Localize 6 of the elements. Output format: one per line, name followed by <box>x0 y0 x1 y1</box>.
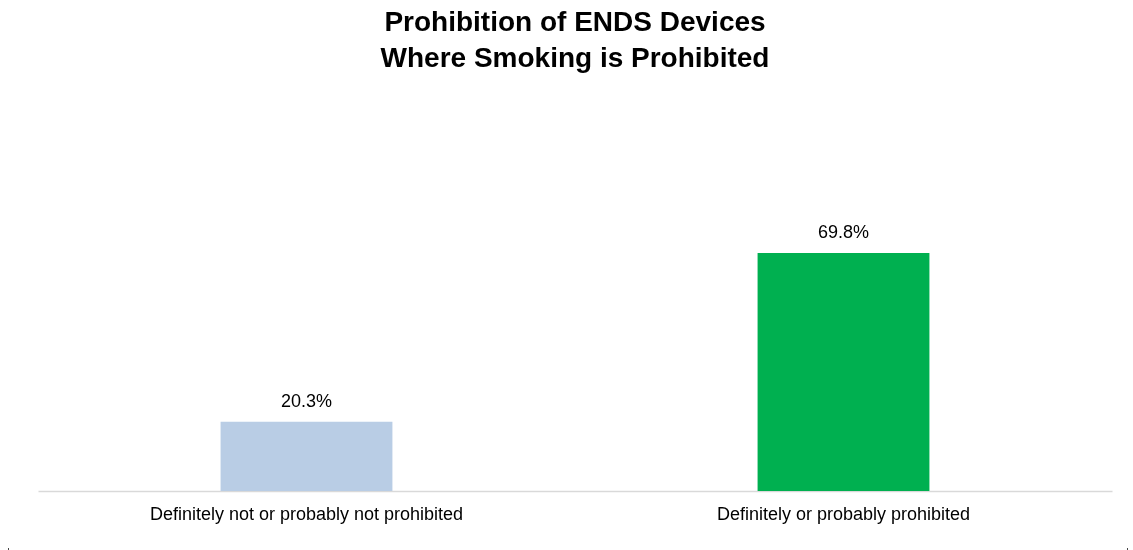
data-label: 69.8% <box>817 222 870 242</box>
text: Prohibition of ENDS Devices <box>384 6 766 37</box>
data-label: 20.3% <box>280 390 333 411</box>
x-tick-label: Definitely or probably prohibited <box>716 503 971 524</box>
x-tick-label: Definitely not or probably not prohibited <box>149 503 464 524</box>
text: Where Smoking is Prohibited <box>380 42 770 73</box>
